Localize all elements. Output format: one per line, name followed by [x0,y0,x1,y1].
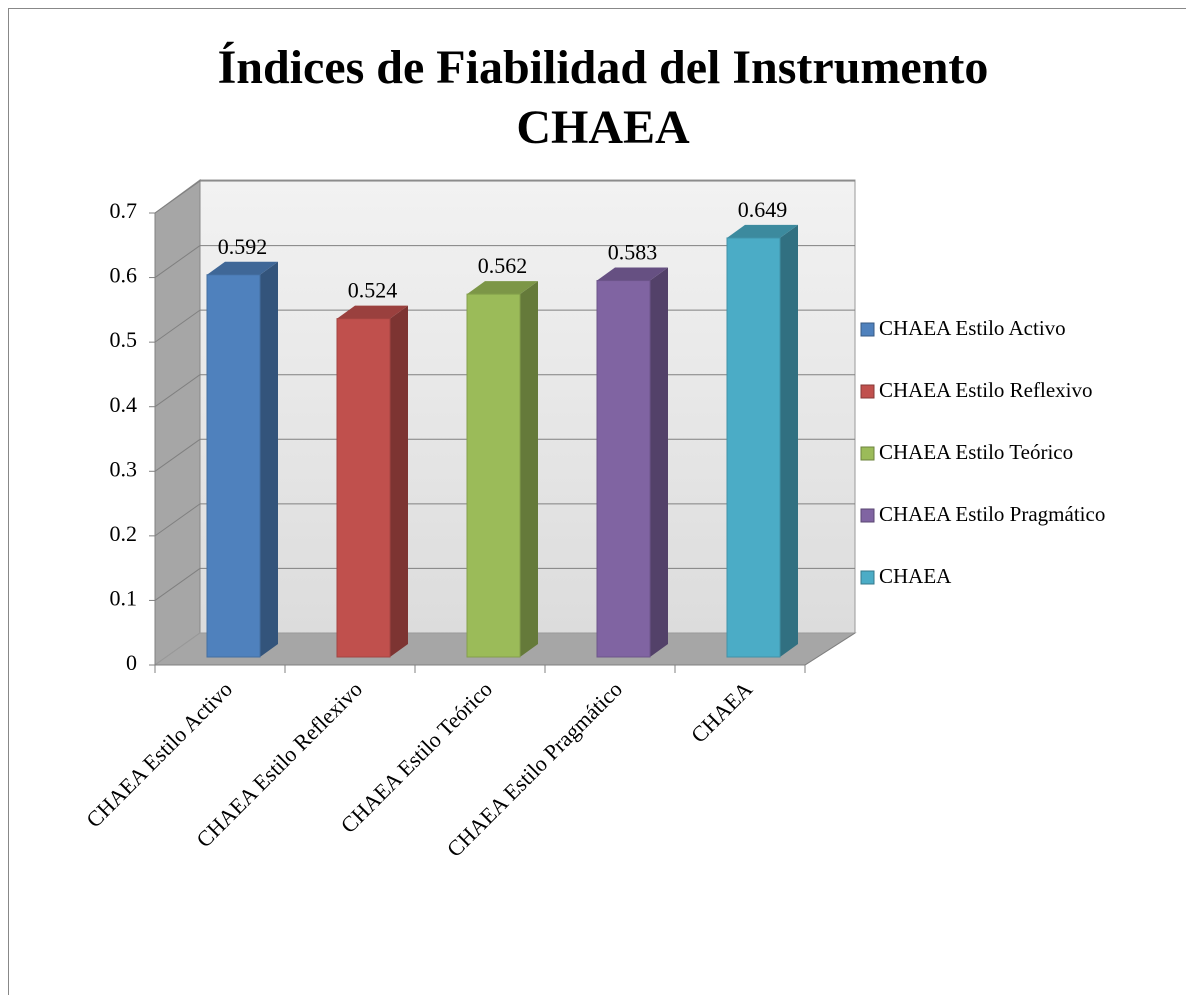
y-tick-label: 0 [126,650,137,675]
bar-top [727,224,798,238]
x-tick-label: CHAEA [686,676,757,747]
bar-top [337,305,408,319]
grid-line [154,374,201,408]
grid-line [154,568,201,601]
y-tick-label: 0.3 [110,456,138,481]
data-label: 0.592 [218,234,268,259]
bar-side [390,305,408,657]
legend-swatch [860,570,875,585]
grid-line [154,438,201,472]
legend-label: CHAEA Estilo Reflexivo [879,378,1093,402]
y-tick-label: 0.2 [110,521,138,546]
legend-swatch [860,322,875,337]
data-label: 0.524 [348,278,398,303]
data-label: 0.583 [608,240,658,265]
legend-label: CHAEA Estilo Pragmático [879,502,1105,526]
bar-side [260,261,278,657]
chart-title: Índices de Fiabilidad del Instrumento [218,41,989,94]
chart-title: CHAEA [516,101,690,154]
x-tick-label: CHAEA Estilo Activo [81,676,237,832]
legend-label: CHAEA [879,564,952,588]
frame [8,8,1186,995]
grid-line [154,180,201,214]
legend-label: CHAEA Estilo Activo [879,316,1066,340]
y-tick-label: 0.5 [110,327,138,352]
bar [206,274,261,658]
legend-label: CHAEA Estilo Teórico [879,440,1073,464]
y-tick-label: 0.7 [110,198,138,223]
legend-swatch [860,508,875,523]
bar-side [650,267,668,657]
legend-swatch [860,446,875,461]
bar [336,318,391,658]
grid-line [154,245,201,278]
data-label: 0.562 [478,253,528,278]
bar-side [780,224,798,657]
data-label: 0.649 [738,197,788,222]
y-tick-label: 0.4 [110,392,138,417]
side-wall [154,179,201,666]
y-tick-label: 0.6 [110,263,138,288]
bar-top [597,267,668,281]
bar-top [207,261,278,275]
y-tick-label: 0.1 [110,585,138,610]
bar-side [520,281,538,657]
bar [726,237,781,658]
bar [596,280,651,658]
x-axis [804,632,856,666]
grid-line [154,503,201,537]
bar-top [467,281,538,295]
grid-line [154,309,201,343]
bar [466,293,521,658]
legend-swatch [860,384,875,399]
